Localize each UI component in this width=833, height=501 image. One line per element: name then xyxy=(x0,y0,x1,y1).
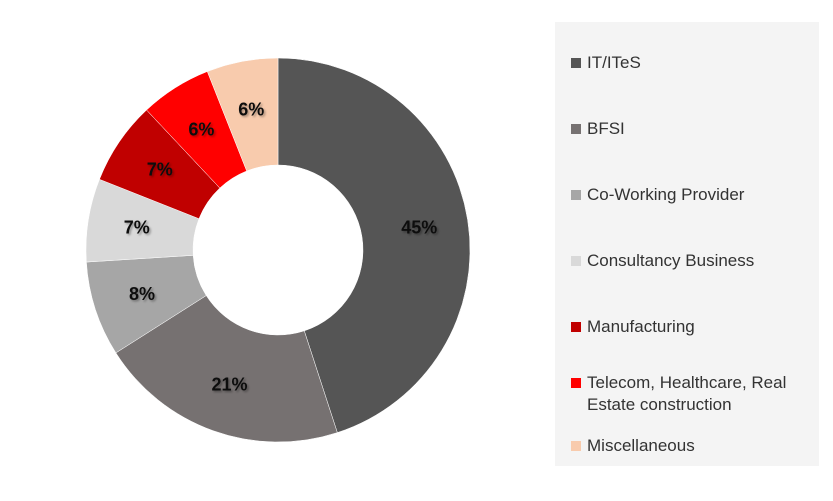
data-label-manufacturing: 7% xyxy=(147,160,173,180)
slice-miscellaneous xyxy=(206,57,279,172)
legend-swatch xyxy=(571,190,581,200)
data-label-miscellaneous: 6% xyxy=(238,100,264,120)
data-label-consultancy-business: 7% xyxy=(124,218,150,238)
legend-label: Telecom, Healthcare, Real Estate constru… xyxy=(587,373,787,414)
legend-swatch xyxy=(571,441,581,451)
legend-item-manufacturing: Manufacturing xyxy=(571,316,811,338)
data-label-telecom-healthcare-real-estate-construction: 6% xyxy=(188,119,214,139)
legend-swatch xyxy=(571,378,581,388)
legend-label: Co-Working Provider xyxy=(587,185,745,204)
legend-item-bfsi: BFSI xyxy=(571,118,811,140)
slice-labels: 45% 21% 8% 7% 7% 6% 6% xyxy=(124,100,438,395)
legend-item-telecom: Telecom, Healthcare, Real Estate constru… xyxy=(571,372,811,416)
legend-item-miscellaneous: Miscellaneous xyxy=(571,435,811,457)
donut-slices xyxy=(85,57,471,443)
legend-label: Miscellaneous xyxy=(587,436,695,455)
data-label-it-ites: 45% xyxy=(401,218,437,238)
legend-item-it-ites: IT/ITeS xyxy=(571,52,811,74)
legend-swatch xyxy=(571,124,581,134)
legend-item-co-working: Co-Working Provider xyxy=(571,184,811,206)
chart-legend: IT/ITeS BFSI Co-Working Provider Consult… xyxy=(555,22,819,466)
legend-swatch xyxy=(571,322,581,332)
slice-it-ites xyxy=(277,57,471,433)
data-label-co-working-provider: 8% xyxy=(129,284,155,304)
legend-label: BFSI xyxy=(587,119,625,138)
legend-swatch xyxy=(571,58,581,68)
legend-label: Consultancy Business xyxy=(587,251,755,270)
slice-bfsi xyxy=(115,295,338,443)
legend-label: Manufacturing xyxy=(587,317,695,336)
donut-chart: 45% 21% 8% 7% 7% 6% 6% xyxy=(85,57,471,443)
data-label-bfsi: 21% xyxy=(212,375,248,395)
legend-item-consultancy: Consultancy Business xyxy=(571,250,811,272)
legend-label: IT/ITeS xyxy=(587,53,641,72)
legend-swatch xyxy=(571,256,581,266)
